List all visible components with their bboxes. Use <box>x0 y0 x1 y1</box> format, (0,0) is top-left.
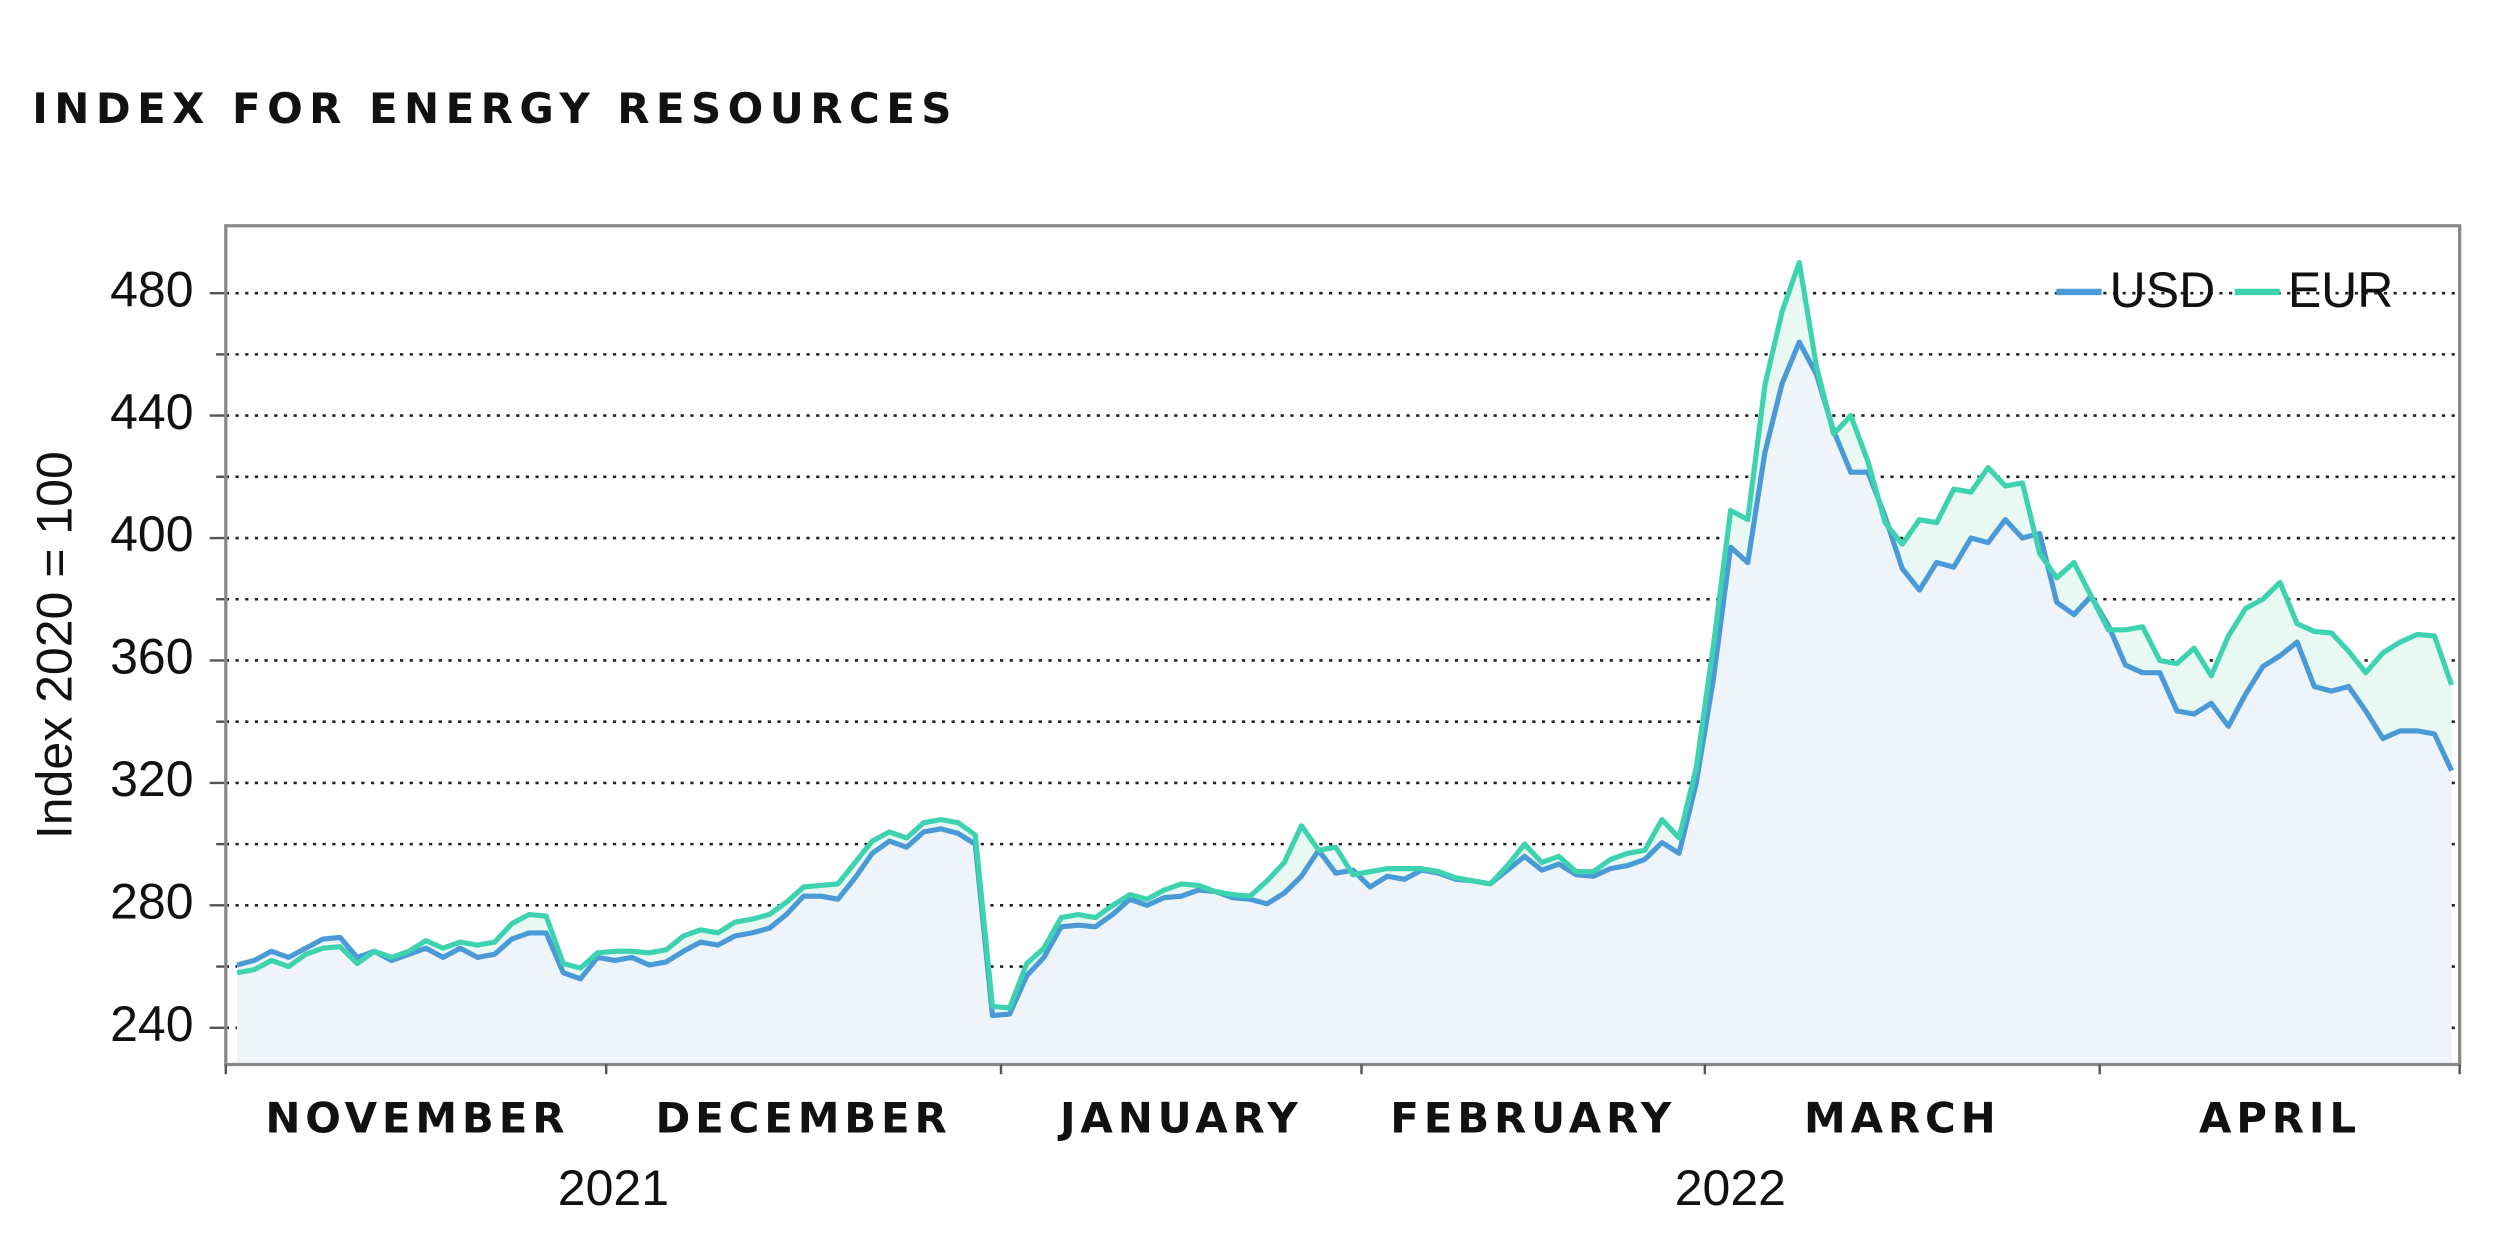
area <box>237 342 2452 1065</box>
x-tick-label: JANUARY <box>1057 1093 1303 1142</box>
x-tick-label: MARCH <box>1804 1093 2001 1142</box>
x-tick-label: DECEMBER <box>656 1093 952 1142</box>
y-tick-label: 240 <box>110 996 193 1052</box>
y-tick-label: 480 <box>110 261 193 317</box>
y-axis-label: Index 2020 = 100 <box>26 451 82 839</box>
legend: USD EUR <box>2056 262 2393 318</box>
x-tick-label: FEBRUARY <box>1390 1093 1676 1142</box>
y-tick-label: 320 <box>110 751 193 807</box>
legend-label: EUR <box>2288 262 2394 318</box>
y-tick-label: 280 <box>110 874 193 930</box>
year-label: 2021 <box>558 1160 669 1216</box>
chart-title: INDEX FOR ENERGY RESOURCES <box>32 84 958 133</box>
x-tick-label: APRIL <box>2199 1093 2361 1142</box>
year-label: 2022 <box>1675 1160 1786 1216</box>
y-tick-label: 360 <box>110 629 193 685</box>
y-tick-label: 400 <box>110 506 193 562</box>
y-tick-label: 440 <box>110 384 193 440</box>
line <box>236 339 2454 1019</box>
plot-frame <box>224 224 2462 1067</box>
x-tick-label: NOVEMBER <box>265 1093 569 1142</box>
legend-label: USD <box>2110 262 2216 318</box>
line <box>236 259 2455 1011</box>
